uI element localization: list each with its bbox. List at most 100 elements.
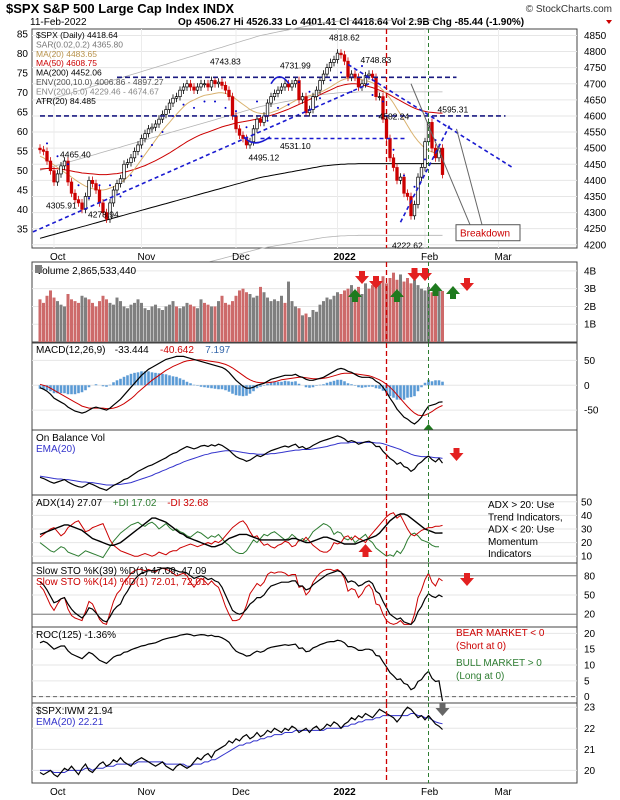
- candle-body: [143, 133, 147, 139]
- volume-bar: [371, 285, 374, 342]
- candle-body: [38, 147, 42, 151]
- candle-body: [160, 113, 165, 120]
- candle-body: [325, 67, 329, 75]
- volume-bar: [119, 301, 122, 342]
- price-annotation: 4222.62: [392, 240, 423, 250]
- volume-bar: [416, 285, 420, 342]
- candle-body: [430, 122, 434, 149]
- red-up-arrow-icon: [358, 544, 373, 557]
- volume-bar: [304, 313, 308, 342]
- top-arc: [270, 75, 290, 85]
- volume-bar: [388, 278, 392, 342]
- price-legend-entry: SAR(0.02,0.2) 4365.80: [36, 39, 123, 49]
- volume-bar: [87, 299, 91, 342]
- volume-bar: [315, 311, 318, 342]
- macd-histogram-bar: [217, 385, 220, 390]
- volume-bar: [381, 276, 385, 342]
- volume-bar: [112, 304, 115, 342]
- candle-body: [304, 96, 308, 114]
- x-axis-label-top: Feb: [421, 252, 439, 263]
- volume-bar: [332, 295, 336, 342]
- volume-bar: [297, 308, 301, 342]
- macd-axis-tick-label: 50: [584, 356, 596, 367]
- roc-note: BEAR MARKET < 0: [456, 628, 545, 639]
- obv-ema-line: [39, 441, 443, 486]
- sar-dot: [182, 103, 185, 106]
- volume-bar: [392, 272, 395, 342]
- candle-body: [311, 96, 315, 110]
- adx-axis-tick-label: 20: [581, 538, 593, 549]
- candle-body: [206, 83, 210, 88]
- candle-body: [290, 83, 294, 88]
- candle-body: [314, 89, 319, 97]
- volume-bar: [171, 301, 175, 342]
- sar-dot: [413, 185, 416, 188]
- candle-body: [409, 196, 413, 217]
- volume-bar: [115, 297, 119, 342]
- macd-histogram-bar: [276, 381, 280, 386]
- volume-bar: [364, 283, 367, 342]
- candle-body: [381, 96, 385, 120]
- volume-bar: [329, 299, 332, 342]
- candle-body: [146, 128, 151, 135]
- macd-histogram-bar: [171, 376, 175, 386]
- left-axis-tick-label: 40: [17, 205, 29, 216]
- macd-histogram-bar: [423, 382, 427, 386]
- slow-sto-14-line: [39, 567, 443, 626]
- price-axis-tick-label: 4600: [584, 111, 607, 122]
- candle-body: [237, 128, 242, 136]
- candle-body: [220, 81, 224, 86]
- candle-body: [363, 75, 368, 85]
- candle-body: [83, 196, 88, 210]
- macd-histogram-bar: [84, 385, 87, 391]
- breakdown-pointer-line: [456, 128, 483, 225]
- x-axis-label-top: Mar: [495, 252, 513, 263]
- sar-dot: [298, 81, 300, 84]
- adx-side-note: Trend Indicators,: [488, 512, 563, 523]
- macd-histogram-bar: [399, 385, 402, 400]
- macd-legend-entry: -33.444: [115, 345, 149, 356]
- slow-sto-39-line: [39, 567, 443, 626]
- volume-panel-group: 4B 3B 2B 1B Volume 2,865,533,440: [32, 262, 597, 342]
- candle-body: [230, 96, 235, 117]
- volume-bar: [374, 286, 378, 342]
- volume-bar: [395, 279, 399, 342]
- candle-body: [66, 160, 70, 183]
- volume-bar: [164, 306, 168, 342]
- volume-bar: [157, 308, 161, 342]
- green-up-arrow-icon: [348, 289, 362, 302]
- volume-bar: [56, 301, 59, 342]
- macd-histogram-bar: [220, 385, 224, 390]
- candle-body: [185, 83, 189, 88]
- macd-histogram-bar: [367, 385, 371, 387]
- candle-body: [55, 173, 60, 183]
- candle-body: [171, 97, 175, 104]
- volume-bar: [234, 295, 238, 342]
- volume-bar: [73, 301, 77, 342]
- macd-legend-entry: 7.197: [205, 345, 230, 356]
- left-axis-tick-label: 65: [17, 108, 29, 119]
- stochastics-axis-tick-label: 50: [584, 591, 596, 602]
- volume-bar: [63, 306, 66, 342]
- plus-di-line: [39, 521, 439, 559]
- macd-histogram-bar: [297, 383, 301, 386]
- adx-side-note: Indicators: [488, 549, 531, 560]
- volume-axis-tick-label: 3B: [584, 284, 597, 295]
- volume-bar: [406, 278, 409, 342]
- candle-body: [286, 83, 291, 88]
- sar-dot: [266, 119, 269, 122]
- volume-bar: [360, 294, 364, 342]
- macd-histogram-bar: [210, 385, 213, 389]
- volume-bar: [217, 301, 220, 342]
- volume-bar: [266, 297, 269, 342]
- price-axis-tick-label: 4200: [584, 240, 607, 251]
- x-axis-label-top: 2022: [334, 252, 357, 263]
- candle-body: [272, 93, 277, 97]
- left-axis-tick-label: 50: [17, 166, 29, 177]
- roc-axis-tick-label: 5: [584, 676, 590, 687]
- volume-bar: [252, 297, 255, 342]
- volume-bar: [437, 288, 441, 342]
- candle-body: [402, 176, 406, 194]
- sar-dot: [235, 110, 237, 113]
